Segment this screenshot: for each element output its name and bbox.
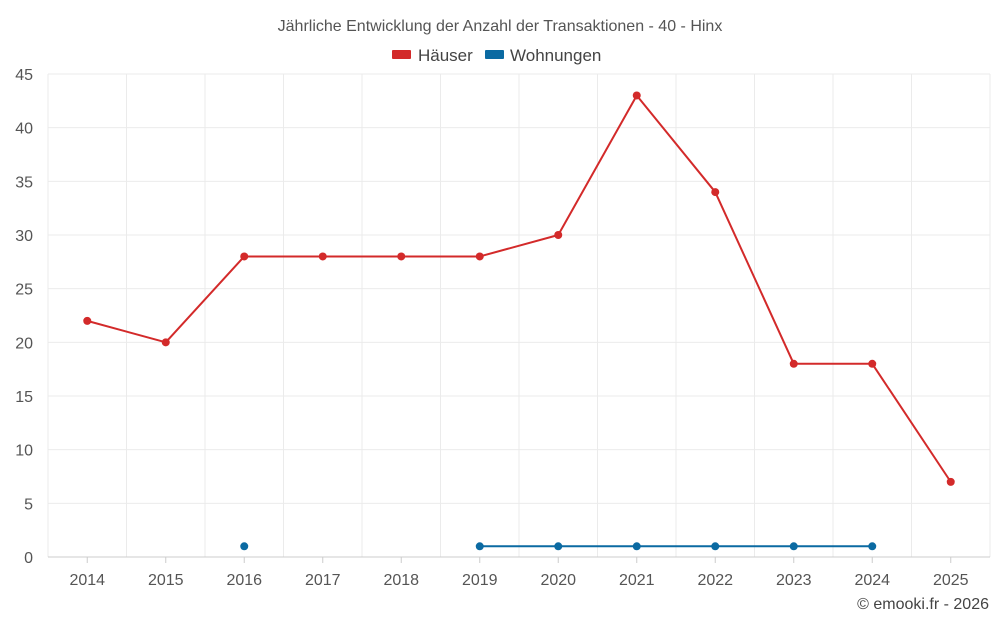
data-point[interactable] bbox=[161, 338, 170, 347]
data-point[interactable] bbox=[554, 231, 563, 239]
y-tick-label: 30 bbox=[15, 228, 33, 245]
data-point[interactable] bbox=[868, 542, 877, 551]
x-tick-label: 2019 bbox=[462, 572, 498, 589]
legend-swatch-haeuser bbox=[392, 50, 411, 59]
data-point[interactable] bbox=[789, 359, 798, 368]
data-point[interactable] bbox=[318, 252, 327, 261]
data-point[interactable] bbox=[475, 542, 484, 551]
data-point[interactable] bbox=[554, 542, 563, 551]
series-1 bbox=[240, 542, 877, 551]
data-point[interactable] bbox=[946, 477, 955, 486]
y-tick-label: 15 bbox=[15, 389, 33, 406]
chart-title: Jährliche Entwicklung der Anzahl der Tra… bbox=[278, 18, 723, 35]
data-point[interactable] bbox=[711, 188, 720, 197]
y-tick-label: 45 bbox=[15, 67, 33, 84]
series-line bbox=[86, 94, 952, 483]
x-tick-label: 2022 bbox=[697, 572, 733, 589]
data-point[interactable] bbox=[632, 542, 641, 551]
x-tick-label: 2014 bbox=[69, 572, 105, 589]
x-tick-label: 2025 bbox=[933, 572, 969, 589]
y-tick-label: 40 bbox=[15, 121, 33, 138]
series-0 bbox=[83, 91, 955, 486]
data-point[interactable] bbox=[789, 542, 798, 551]
x-tick-label: 2023 bbox=[776, 572, 812, 589]
y-tick-label: 25 bbox=[15, 282, 33, 299]
x-tick-label: 2020 bbox=[540, 572, 576, 589]
x-tick-label: 2024 bbox=[854, 572, 890, 589]
y-tick-label: 5 bbox=[24, 496, 33, 513]
data-point[interactable] bbox=[868, 359, 877, 368]
legend-swatch-wohnungen bbox=[485, 50, 504, 59]
legend-label-wohnungen[interactable]: Wohnungen bbox=[510, 46, 601, 65]
series bbox=[83, 91, 955, 551]
legend[interactable]: Häuser Wohnungen bbox=[392, 46, 601, 65]
data-point[interactable] bbox=[240, 252, 249, 261]
x-tick-label: 2016 bbox=[226, 572, 262, 589]
grid bbox=[47, 73, 991, 557]
y-tick-label: 0 bbox=[24, 550, 33, 567]
data-point[interactable] bbox=[240, 542, 249, 551]
data-point[interactable] bbox=[711, 542, 720, 551]
y-tick-label: 35 bbox=[15, 174, 33, 191]
y-tick-label: 20 bbox=[15, 335, 33, 352]
data-point[interactable] bbox=[83, 316, 92, 325]
x-tick-label: 2015 bbox=[148, 572, 184, 589]
data-point[interactable] bbox=[397, 252, 406, 261]
data-point[interactable] bbox=[632, 91, 641, 100]
x-tick-label: 2021 bbox=[619, 572, 655, 589]
y-tick-label: 10 bbox=[15, 443, 33, 460]
legend-label-haeuser[interactable]: Häuser bbox=[418, 46, 473, 65]
data-point[interactable] bbox=[475, 252, 484, 261]
credit-text: © emooki.fr - 2026 bbox=[857, 596, 989, 613]
x-tick-label: 2017 bbox=[305, 572, 341, 589]
x-tick-label: 2018 bbox=[383, 572, 419, 589]
